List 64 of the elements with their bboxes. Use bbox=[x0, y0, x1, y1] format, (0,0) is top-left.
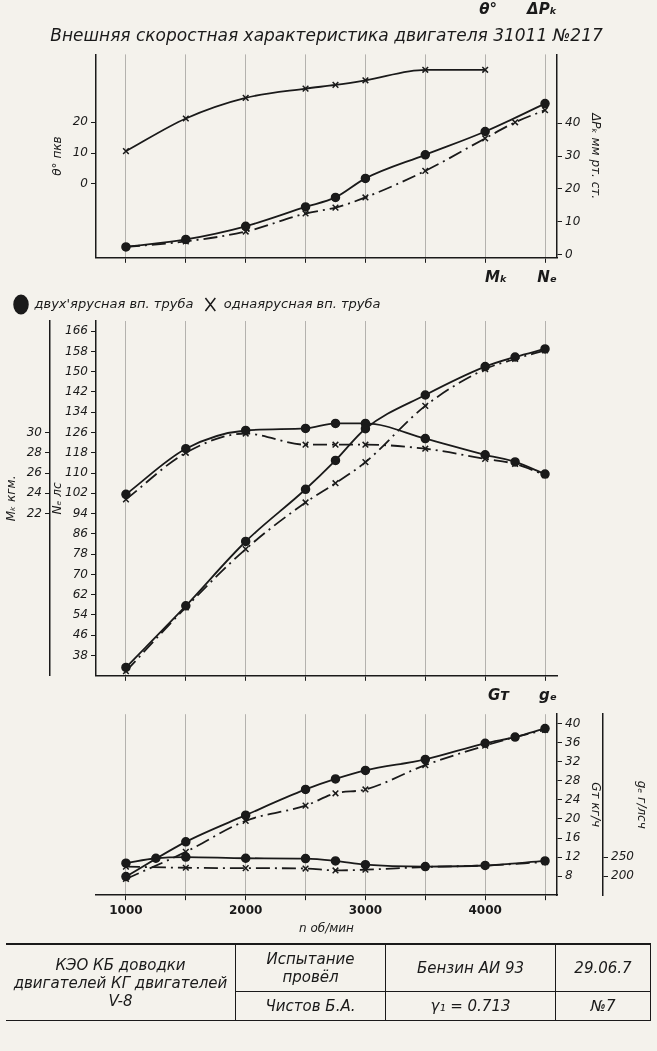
y-tick-label: 142 bbox=[65, 384, 88, 399]
y-tick-label: 12 bbox=[565, 849, 581, 864]
x-axis-title: n об/мин bbox=[299, 920, 355, 935]
y-tick-label: 126 bbox=[65, 424, 89, 439]
y2-tick-label: 28 bbox=[26, 444, 43, 459]
y-tick-label: 118 bbox=[65, 444, 89, 459]
text: Чистов Б.А. bbox=[236, 992, 386, 1021]
y2-tick-label: 200 bbox=[611, 868, 635, 883]
y2-tick-label: 30 bbox=[565, 148, 581, 163]
y-tick-label: 36 bbox=[565, 734, 581, 749]
text: gₑ bbox=[539, 686, 557, 704]
y2-axis-title: ΔPₖ мм рт. ст. bbox=[588, 112, 603, 200]
y-tick-label: 150 bbox=[65, 363, 89, 378]
text: Бензин АИ 93 bbox=[386, 945, 556, 992]
text: Mₖ bbox=[485, 268, 508, 286]
text: ΔPₖ bbox=[527, 0, 557, 18]
chart-title: Внешняя скоростная характеристика двигателя 31011 №217 bbox=[50, 24, 603, 45]
y-tick-label: 166 bbox=[65, 323, 89, 338]
y-tick-label: 40 bbox=[565, 715, 581, 730]
y-tick-label: 24 bbox=[565, 792, 581, 807]
text: 29.06.7 bbox=[556, 945, 651, 992]
text: Испытание провёл bbox=[236, 945, 386, 992]
y-tick-label: 10 bbox=[72, 145, 89, 160]
y-tick-label: 62 bbox=[72, 586, 88, 601]
y-tick-label: 16 bbox=[565, 830, 581, 845]
y-tick-label: 28 bbox=[565, 773, 581, 788]
x-tick-label: 4000 bbox=[468, 902, 502, 917]
legend-label: двух'ярусная вп. труба bbox=[33, 295, 194, 311]
x-tick-label: 1000 bbox=[109, 902, 143, 917]
y-tick-label: 38 bbox=[72, 647, 89, 662]
x-tick-label: 2000 bbox=[228, 902, 263, 917]
text: КЭО КБ доводки двигателей КГ двигателей V-8 bbox=[6, 945, 236, 1021]
y-tick-label: 102 bbox=[65, 485, 88, 500]
y-axis-title: Nₑ лс bbox=[50, 481, 65, 515]
text: γ₁ = 0.713 bbox=[386, 992, 556, 1021]
y2-tick-label: 30 bbox=[26, 424, 43, 439]
text: Nₑ bbox=[537, 268, 557, 286]
y-tick-label: 20 bbox=[72, 114, 89, 129]
y-tick-label: 86 bbox=[72, 526, 89, 541]
y2-axis-title: Mₖ кгм. bbox=[4, 475, 19, 522]
y-tick-label: 46 bbox=[72, 627, 89, 642]
y-axis-title: Gт кг/ч bbox=[588, 782, 603, 828]
y2-tick-label: 26 bbox=[26, 465, 43, 480]
y-axis-title: θ° пкв bbox=[50, 136, 65, 176]
y-tick-label: 0 bbox=[80, 175, 89, 190]
y-tick-label: 110 bbox=[65, 465, 89, 480]
y-tick-label: 158 bbox=[65, 343, 89, 358]
text: Gт bbox=[488, 686, 510, 704]
y2-tick-label: 24 bbox=[26, 485, 42, 500]
y-tick-label: 134 bbox=[65, 404, 88, 419]
y2-tick-label: 22 bbox=[26, 505, 42, 520]
legend-label: однаярусная вп. труба bbox=[223, 295, 381, 311]
y-tick-label: 20 bbox=[565, 811, 581, 826]
y-tick-label: 54 bbox=[72, 607, 88, 622]
y2-tick-label: 250 bbox=[611, 849, 635, 864]
y-tick-label: 70 bbox=[72, 566, 89, 581]
x-tick-label: 3000 bbox=[348, 902, 383, 917]
y-tick-label: 78 bbox=[72, 546, 89, 561]
y2-axis-title: gₑ г/лсч bbox=[634, 780, 649, 829]
y-tick-label: 8 bbox=[565, 868, 573, 883]
text: №7 bbox=[556, 992, 651, 1021]
y-tick-label: 94 bbox=[72, 505, 88, 520]
y-tick-label: 32 bbox=[565, 753, 581, 768]
text: θ° bbox=[479, 0, 498, 18]
